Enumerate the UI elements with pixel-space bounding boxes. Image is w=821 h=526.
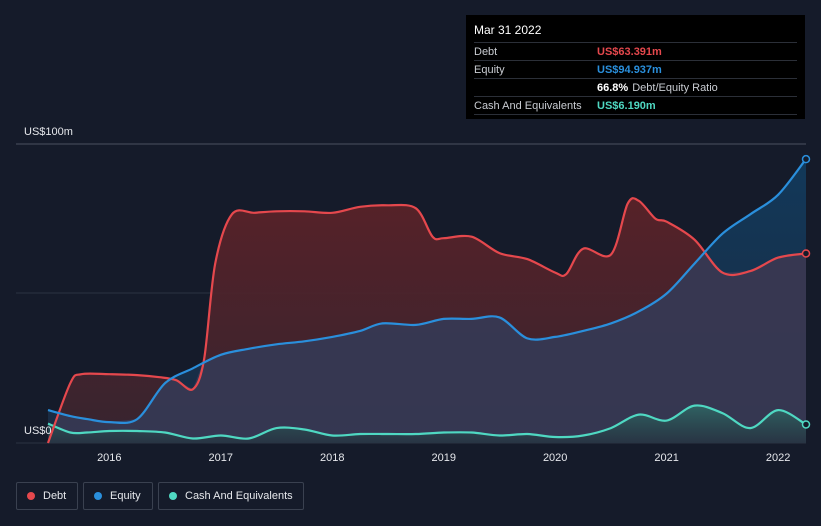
y-axis-bottom-label: US$0 bbox=[24, 425, 52, 437]
tooltip-ratio-value: 66.8% bbox=[597, 81, 629, 94]
cash-line bbox=[47, 404, 806, 440]
tooltip-debt-label: Debt bbox=[474, 45, 498, 58]
tooltip-cash-value: US$6.190m bbox=[597, 99, 656, 112]
x-tick-label-2020: 2020 bbox=[543, 452, 567, 464]
debt-line bbox=[46, 197, 806, 444]
cash-legend-dot-icon bbox=[169, 492, 177, 500]
equity-legend-dot-icon bbox=[94, 492, 102, 500]
legend-item-debt[interactable]: Debt bbox=[16, 482, 78, 510]
equity-endpoint-marker[interactable] bbox=[801, 154, 811, 164]
x-tick-label-2018: 2018 bbox=[320, 452, 344, 464]
debt-endpoint-marker[interactable] bbox=[801, 249, 811, 258]
x-axis-ticks: 2016 2017 2018 2019 2020 2021 2022 bbox=[97, 452, 790, 464]
debt-legend-dot-icon bbox=[27, 492, 35, 500]
data-tooltip: Mar 31 2022 Debt US$63.391m Equity US$94… bbox=[466, 15, 805, 119]
legend-item-equity[interactable]: Equity bbox=[83, 482, 153, 510]
tooltip-row-cash: Cash And Equivalents US$6.190m bbox=[474, 96, 797, 115]
cash-endpoint-marker[interactable] bbox=[801, 420, 811, 429]
y-axis-top-label: US$100m bbox=[24, 126, 73, 138]
x-tick-label-2022: 2022 bbox=[766, 452, 790, 464]
legend-cash-label: Cash And Equivalents bbox=[185, 490, 293, 502]
tooltip-debt-value: US$63.391m bbox=[597, 45, 662, 58]
tooltip-cash-label: Cash And Equivalents bbox=[474, 99, 582, 112]
legend-item-cash[interactable]: Cash And Equivalents bbox=[158, 482, 304, 510]
tooltip-row-equity: Equity US$94.937m bbox=[474, 60, 797, 78]
cash-area bbox=[48, 405, 806, 443]
debt-equity-overlap-area bbox=[48, 253, 806, 443]
tooltip-date: Mar 31 2022 bbox=[474, 23, 542, 37]
tooltip-row-debt: Debt US$63.391m bbox=[474, 42, 797, 60]
x-tick-label-2016: 2016 bbox=[97, 452, 121, 464]
tooltip-equity-label: Equity bbox=[474, 63, 505, 76]
legend-debt-label: Debt bbox=[43, 490, 67, 502]
tooltip-ratio-suffix: Debt/Equity Ratio bbox=[632, 81, 718, 94]
legend-equity-label: Equity bbox=[110, 490, 141, 502]
x-tick-label-2017: 2017 bbox=[209, 452, 233, 464]
tooltip-row-ratio: 66.8% Debt/Equity Ratio bbox=[474, 78, 797, 96]
x-tick-label-2021: 2021 bbox=[654, 452, 678, 464]
x-tick-label-2019: 2019 bbox=[431, 452, 455, 464]
equity-line bbox=[47, 158, 806, 425]
tooltip-equity-value: US$94.937m bbox=[597, 63, 662, 76]
